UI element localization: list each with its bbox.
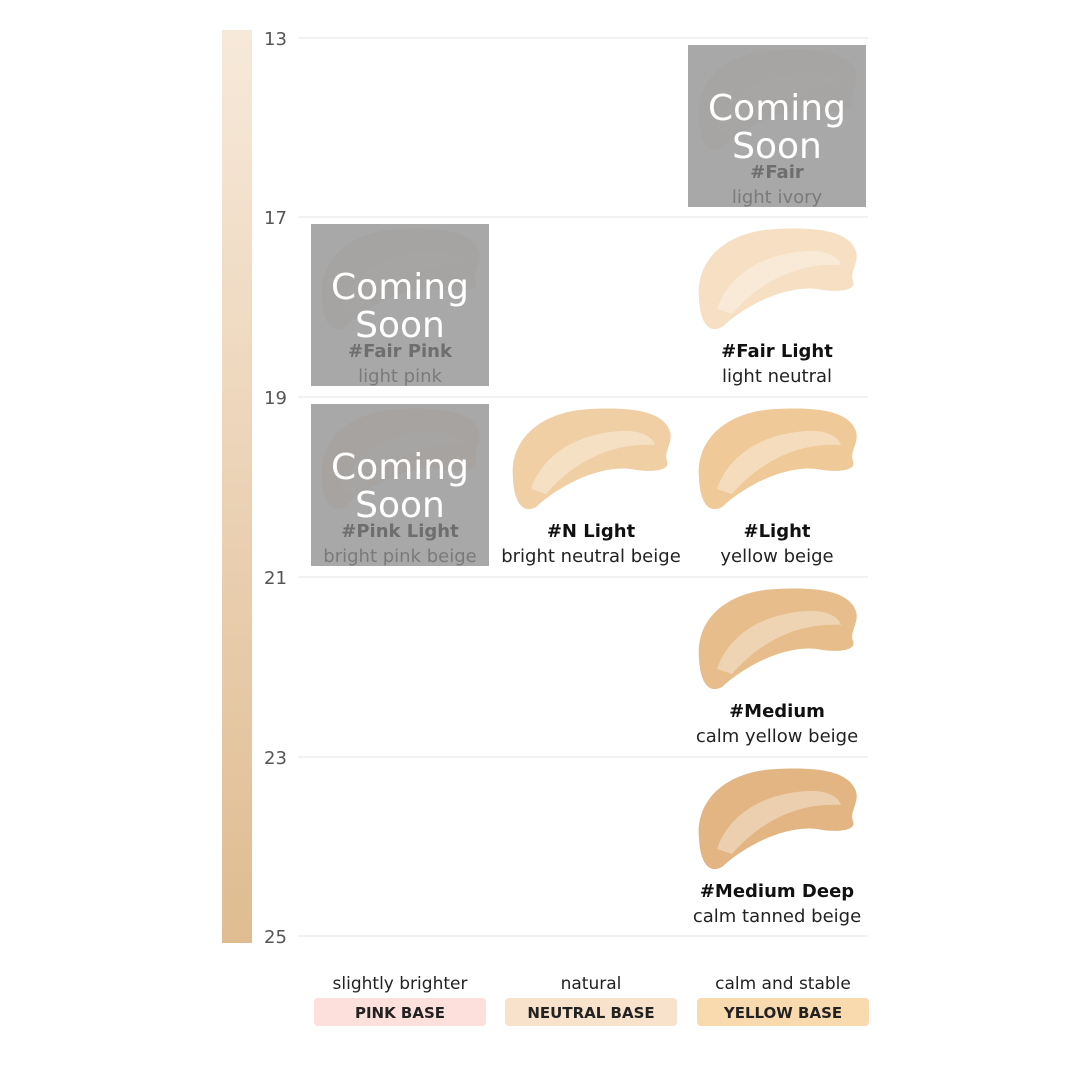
shade-name: #Medium Deep	[700, 881, 854, 902]
shade-name: #Fair Light	[721, 341, 833, 362]
column-note: slightly brighter	[333, 974, 468, 994]
swatch	[698, 768, 857, 870]
level-label: 13	[264, 29, 287, 50]
shade-description: bright neutral beige	[501, 546, 681, 567]
shade: #N Light bright neutral beige	[501, 408, 681, 567]
tone-bar	[222, 30, 252, 943]
shade-description: calm yellow beige	[696, 726, 858, 747]
shade: #Fair Light light neutral	[698, 228, 857, 387]
coming-soon-box	[311, 404, 489, 566]
shade-name: #Fair	[750, 162, 804, 183]
level-label: 23	[264, 748, 287, 769]
level-label: 25	[264, 927, 287, 948]
shade-description: light neutral	[722, 366, 832, 387]
swatch-highlight	[717, 250, 841, 314]
swatch-highlight	[717, 430, 841, 494]
shade: Coming Soon#Pink Light bright pink beige	[311, 404, 489, 567]
shade-name: #N Light	[547, 521, 636, 542]
swatch	[512, 408, 671, 510]
column-note: natural	[561, 974, 622, 994]
swatch	[698, 588, 857, 690]
shade: Coming Soon#Fair Pink light pink	[311, 224, 489, 387]
column-note: calm and stable	[715, 974, 851, 994]
swatch	[698, 228, 857, 330]
shade: #Medium Deep calm tanned beige	[693, 768, 861, 927]
shade: Coming Soon#Fair light ivory	[688, 45, 866, 208]
shade-description: light pink	[358, 366, 442, 387]
shade-description: yellow beige	[720, 546, 833, 567]
shade-name: #Light	[743, 521, 810, 542]
column-pill	[314, 998, 486, 1026]
shade-description: light ivory	[732, 187, 823, 208]
swatch-highlight	[717, 790, 841, 854]
level-label: 21	[264, 568, 287, 589]
coming-soon: Coming Soon	[708, 88, 846, 167]
shade: #Light yellow beige	[698, 408, 857, 567]
column-label: PINK BASE	[355, 1004, 445, 1022]
column-label: YELLOW BASE	[723, 1004, 842, 1022]
coming-soon-box	[688, 45, 866, 207]
level-label: 17	[264, 208, 287, 229]
shade-name: #Medium	[729, 701, 825, 722]
swatch	[698, 408, 857, 510]
coming-soon-box	[311, 224, 489, 386]
coming-soon: Coming Soon	[331, 447, 469, 526]
shade-name: #Fair Pink	[348, 341, 453, 362]
shade-description: bright pink beige	[323, 546, 476, 567]
swatch-highlight	[531, 430, 655, 494]
shade-description: calm tanned beige	[693, 906, 861, 927]
shade-name: #Pink Light	[341, 521, 459, 542]
shade: #Medium calm yellow beige	[696, 588, 858, 747]
coming-soon: Coming Soon	[331, 267, 469, 346]
level-label: 19	[264, 388, 287, 409]
column-label: NEUTRAL BASE	[527, 1004, 654, 1022]
swatch-highlight	[717, 610, 841, 674]
column-pill	[505, 998, 677, 1026]
column-pill	[697, 998, 869, 1026]
